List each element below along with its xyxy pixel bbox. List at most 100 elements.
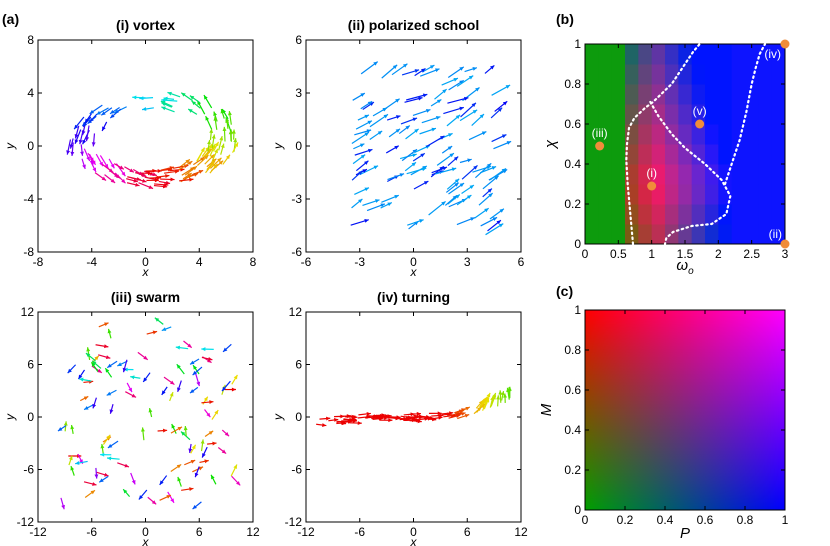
phase-cell [731,44,746,65]
arrow-head [221,386,227,392]
phase-cell [691,224,706,245]
phase-cell [718,184,733,205]
arrow-head [198,170,204,174]
arrow-head [470,217,475,221]
arrow-head [80,151,84,156]
arrow-head [66,150,71,155]
arrow-head [412,153,417,158]
swarm-arrow [77,369,86,380]
phase-cell [585,224,599,245]
swarm-arrow [137,351,149,361]
school-arrow [468,131,487,141]
swarm-arrow [91,361,99,372]
arrow-head [74,134,79,139]
phase-cell [678,144,693,165]
swarm-arrow [221,380,231,392]
school-arrow [366,203,386,212]
arrow-head [176,364,181,369]
vortex-xlabel: x [142,265,150,279]
vortex-ytick-label: 4 [27,86,34,100]
polarized-ytick-label: -3 [291,192,302,206]
vortex-arrow [91,133,96,147]
school-arrow [434,88,448,100]
phase-cell [745,204,759,225]
arrow-head [67,368,72,374]
school-arrow [372,107,388,117]
phase-cell [651,184,666,205]
swarm-xtick-label: 12 [246,525,260,539]
phase-cell [611,164,626,185]
arrow-head [427,416,432,421]
phase-cell [771,84,786,105]
vortex-arrow [220,108,225,119]
arrow-head [214,141,219,147]
phase-point [695,119,705,129]
phase-point [780,239,790,249]
turning-arrow [498,390,503,403]
arrow-head [364,114,369,119]
arrow-head [200,147,205,153]
arrow-head [86,156,90,161]
arrow-head [191,101,197,106]
arrow-head [362,169,367,173]
phase-cell [598,64,613,85]
polarized-axes: -6 -3 0 3 6 -6 -3 0 3 6 (ii) polarized school x y [271,17,525,279]
arrow-head [104,322,109,327]
vortex-arrow [180,92,193,102]
school-arrow [387,173,405,181]
vortex-axes: -8 -4 0 4 8 -8 -4 0 4 8 (i) vortex x y [3,17,257,279]
school-arrow [480,216,498,227]
arrow-head [107,363,112,368]
turning-arrow [413,414,424,419]
turning-arrow [409,411,421,416]
panel-b-label: (b) [556,11,574,27]
arrow-head [165,174,170,178]
phase-cell [638,144,653,165]
school-arrow [362,199,380,207]
phase-point-label: (iv) [764,47,781,61]
swarm-arrow [125,391,137,398]
phase-cell [665,144,679,165]
arrow-head [131,393,137,398]
phase-cell [665,164,679,185]
arrow-head [152,330,158,335]
arrow-head [236,481,241,486]
arrow-head [229,129,234,134]
school-arrow [493,140,512,150]
swarm-ytick-label: -6 [23,463,34,477]
colormap-xtick-label: 0.4 [657,513,674,527]
vortex-arrow [135,171,147,178]
polarized-ytick-label: 0 [295,139,302,153]
turning-arrow [349,421,362,426]
swarm-arrow [181,487,194,491]
school-arrow [461,184,475,194]
arrow-head [392,64,398,70]
arrow-head [453,77,458,82]
vortex-arrow [73,116,85,130]
arrow-head [143,377,148,382]
turning-arrow [457,413,470,420]
vortex-arrow [178,160,193,171]
arrow-head [97,368,102,373]
phase-cell [705,84,719,105]
phase-cell [611,204,626,225]
swarm-arrow [117,462,130,468]
vortex-arrow [94,172,107,182]
swarm-arrow [177,476,182,487]
phase-cell [638,124,653,145]
swarm-title: (iii) swarm [111,289,180,305]
phase-cell [665,104,679,125]
phase-cell [718,64,733,85]
polarized-title: (ii) polarized school [348,17,479,33]
arrow-head [490,396,494,401]
phase-cell [678,64,693,85]
phase-cell [745,104,759,125]
arrow-head [360,154,366,159]
phase-cell [625,204,639,225]
school-arrow [448,79,465,91]
phase-cell [665,184,679,205]
arrow-head [225,154,230,160]
arrow-head [417,419,422,424]
phase-cell [745,144,759,165]
vortex-arrow [232,142,239,153]
